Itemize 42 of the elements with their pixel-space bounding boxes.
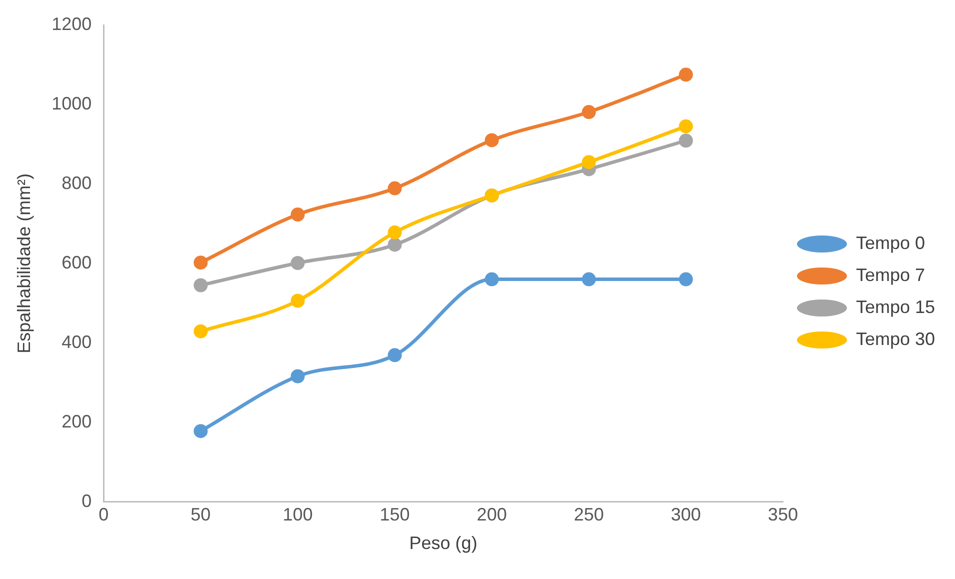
point <box>290 294 305 308</box>
x-axis-title: Peso (g) <box>409 533 478 554</box>
point <box>678 119 693 134</box>
point <box>388 238 402 252</box>
y-tick-label: 1200 <box>52 14 92 34</box>
y-tick-label: 1000 <box>52 93 92 114</box>
point <box>582 155 596 170</box>
point <box>290 256 305 270</box>
x-tick-label: 200 <box>476 504 507 525</box>
point <box>388 348 402 362</box>
y-tick-label: 200 <box>62 411 92 432</box>
point <box>484 133 499 148</box>
x-tick-label: 0 <box>98 504 109 525</box>
x-tick-label: 250 <box>574 504 604 525</box>
point <box>290 369 305 384</box>
point <box>678 68 693 82</box>
x-tick-label: 150 <box>380 504 410 525</box>
point <box>194 278 208 292</box>
y-tick-label: 800 <box>62 172 92 193</box>
y-tick-label: 0 <box>82 490 92 511</box>
legend-label: Tempo 0 <box>856 232 925 253</box>
point <box>582 105 596 120</box>
legend-label: Tempo 7 <box>856 264 925 285</box>
y-tick-label: 400 <box>62 332 92 352</box>
point <box>194 324 208 338</box>
legend-label: Tempo 15 <box>856 296 936 317</box>
point <box>388 181 402 196</box>
point <box>194 256 208 270</box>
point <box>388 225 402 240</box>
point <box>678 272 693 286</box>
x-tick-label: 350 <box>768 504 798 525</box>
x-tick-label: 50 <box>190 504 211 525</box>
point <box>194 424 208 438</box>
y-axis-title: Espalhabilidade (mm²) <box>14 173 34 354</box>
y-tick-label: 600 <box>62 252 92 272</box>
point <box>484 272 499 286</box>
point <box>290 208 305 222</box>
legend-label: Tempo 30 <box>856 328 936 349</box>
x-tick-label: 100 <box>282 504 313 525</box>
point <box>678 134 693 148</box>
point <box>582 272 596 286</box>
x-tick-label: 300 <box>670 504 701 525</box>
